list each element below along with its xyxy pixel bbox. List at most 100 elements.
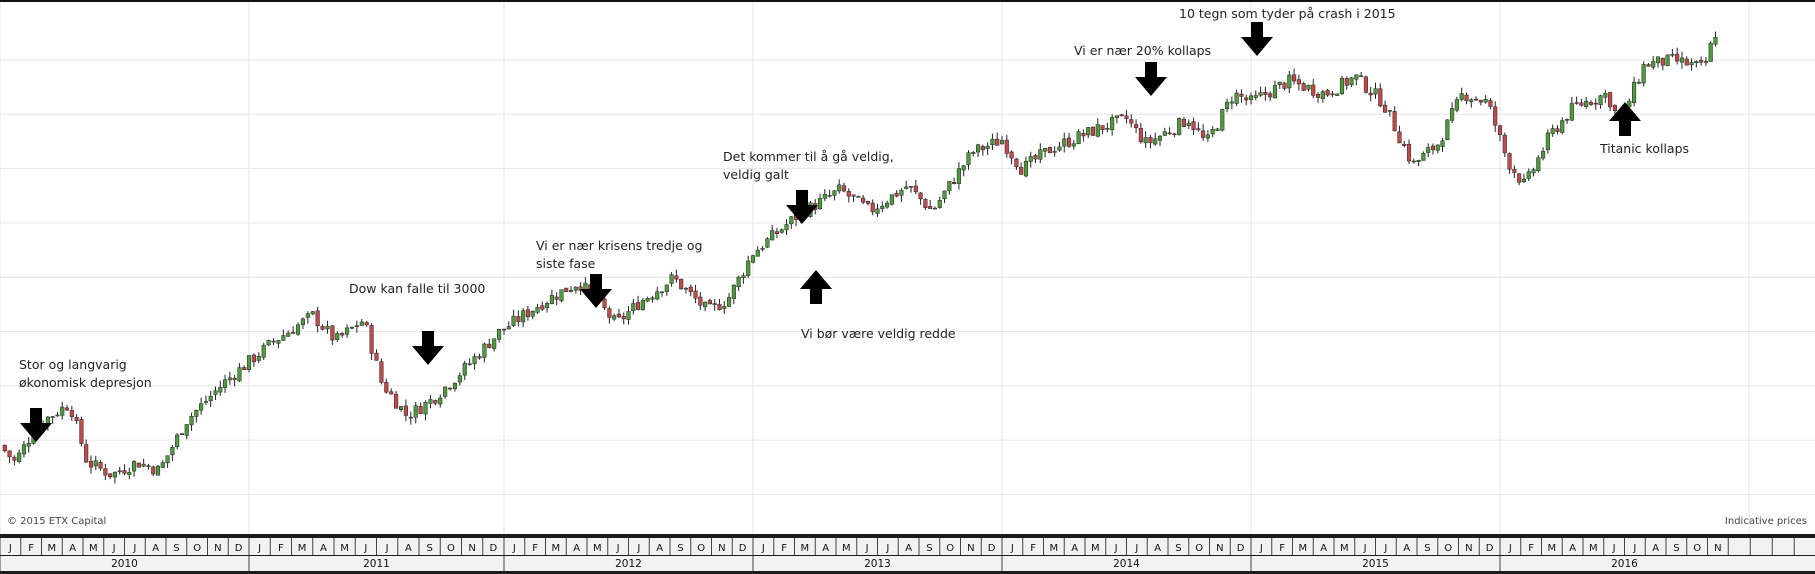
candle-body bbox=[1483, 99, 1488, 103]
month-tick-label: J bbox=[616, 543, 620, 554]
month-tick-label: M bbox=[298, 543, 307, 554]
candle-body bbox=[607, 308, 612, 318]
month-tick-label: O bbox=[447, 543, 455, 554]
month-tick-label: O bbox=[946, 543, 954, 554]
candle-body bbox=[837, 184, 842, 192]
candle-body bbox=[1143, 137, 1148, 144]
candle-body bbox=[1229, 101, 1234, 104]
candle-body bbox=[117, 470, 122, 473]
candle-body bbox=[669, 274, 674, 284]
candle-body bbox=[1201, 130, 1206, 138]
candle-body bbox=[69, 410, 74, 417]
candle-body bbox=[1134, 124, 1139, 129]
candle-body bbox=[1598, 95, 1603, 105]
candle-body bbox=[679, 278, 684, 290]
candle-body bbox=[841, 185, 847, 192]
candle-body bbox=[1593, 102, 1598, 105]
candle-body bbox=[1450, 108, 1455, 121]
candle-body bbox=[1406, 143, 1412, 162]
candle-body bbox=[55, 414, 60, 417]
arrow-down-icon bbox=[786, 190, 818, 224]
candle-body bbox=[501, 328, 507, 331]
candle-body bbox=[1531, 169, 1536, 174]
month-tick-label: M bbox=[340, 543, 349, 554]
month-tick-label: N bbox=[1714, 543, 1721, 554]
candle-body bbox=[1325, 89, 1330, 96]
indicative-prices-label: Indicative prices bbox=[1724, 516, 1807, 527]
month-tick-label: A bbox=[1154, 543, 1161, 554]
arrow-down-icon bbox=[412, 331, 444, 365]
candle-body bbox=[995, 138, 1000, 146]
candle-body bbox=[438, 397, 443, 405]
candle-body bbox=[349, 326, 355, 329]
candle-body bbox=[851, 194, 856, 197]
candle-body bbox=[1675, 53, 1680, 62]
month-tick-label: A bbox=[1403, 543, 1410, 554]
candle-body bbox=[1359, 75, 1364, 78]
month-tick-label: A bbox=[405, 543, 412, 554]
candle-body bbox=[1402, 143, 1407, 146]
month-tick-label: J bbox=[1363, 543, 1367, 554]
candle-body bbox=[1708, 42, 1713, 62]
month-tick-label: M bbox=[1548, 543, 1557, 554]
candle-body bbox=[770, 230, 775, 241]
candle-body bbox=[1071, 143, 1076, 147]
month-tick-label: M bbox=[1589, 543, 1598, 554]
month-tick-label: M bbox=[1299, 543, 1308, 554]
candle-body bbox=[1057, 146, 1062, 151]
candle-body bbox=[1526, 171, 1531, 179]
candle-body bbox=[1608, 92, 1613, 108]
candle-body bbox=[354, 325, 359, 327]
candle-body bbox=[112, 471, 117, 478]
month-tick-label: J bbox=[761, 543, 765, 554]
candle-body bbox=[330, 325, 335, 341]
candle-body bbox=[21, 444, 26, 455]
annotation-label: Vi er nær krisens tredje og siste fase bbox=[536, 238, 703, 271]
candle-body bbox=[1641, 64, 1646, 84]
candle-body bbox=[482, 343, 487, 358]
candle-body bbox=[1555, 128, 1560, 132]
candle-body bbox=[1517, 173, 1522, 183]
year-row bbox=[0, 556, 1815, 571]
arrow-up-icon bbox=[800, 270, 832, 304]
candle-body bbox=[1210, 129, 1215, 135]
candle-body bbox=[636, 302, 641, 310]
candle-body bbox=[1636, 82, 1641, 84]
candle-body bbox=[1014, 158, 1019, 167]
candle-body bbox=[990, 138, 995, 146]
candle-body bbox=[530, 310, 535, 317]
candle-body bbox=[1569, 103, 1574, 121]
candle-body bbox=[774, 231, 779, 235]
candle-body bbox=[1124, 115, 1129, 119]
month-tick-label: M bbox=[89, 543, 98, 554]
month-tick-label: D bbox=[988, 543, 996, 554]
candle-body bbox=[1655, 56, 1661, 64]
candle-body bbox=[1440, 140, 1445, 147]
month-tick-label: O bbox=[193, 543, 201, 554]
month-tick-label: J bbox=[132, 543, 136, 554]
month-tick-label: O bbox=[1693, 543, 1701, 554]
candle-body bbox=[1177, 117, 1182, 135]
candle-body bbox=[1339, 77, 1345, 95]
candle-body bbox=[717, 304, 722, 310]
candle-body bbox=[521, 310, 526, 323]
candle-body bbox=[98, 462, 103, 469]
annotation-label: Dow kan falle til 3000 bbox=[349, 281, 486, 296]
candle-body bbox=[448, 387, 453, 390]
candle-body bbox=[1287, 74, 1292, 89]
candle-body bbox=[1315, 93, 1321, 98]
month-tick-label: J bbox=[1632, 543, 1636, 554]
candle-body bbox=[1258, 92, 1263, 96]
month-tick-label: J bbox=[1508, 543, 1512, 554]
candle-body bbox=[26, 443, 31, 447]
month-tick-label: N bbox=[468, 543, 475, 554]
candle-body bbox=[408, 416, 413, 419]
candle-body bbox=[789, 216, 794, 225]
candle-body bbox=[942, 190, 947, 200]
candle-body bbox=[1435, 144, 1440, 151]
candle-body bbox=[1646, 64, 1651, 67]
candle-body bbox=[1215, 128, 1220, 131]
candle-body bbox=[928, 206, 933, 209]
candle-body bbox=[664, 284, 669, 293]
month-tick-label: S bbox=[173, 543, 179, 554]
